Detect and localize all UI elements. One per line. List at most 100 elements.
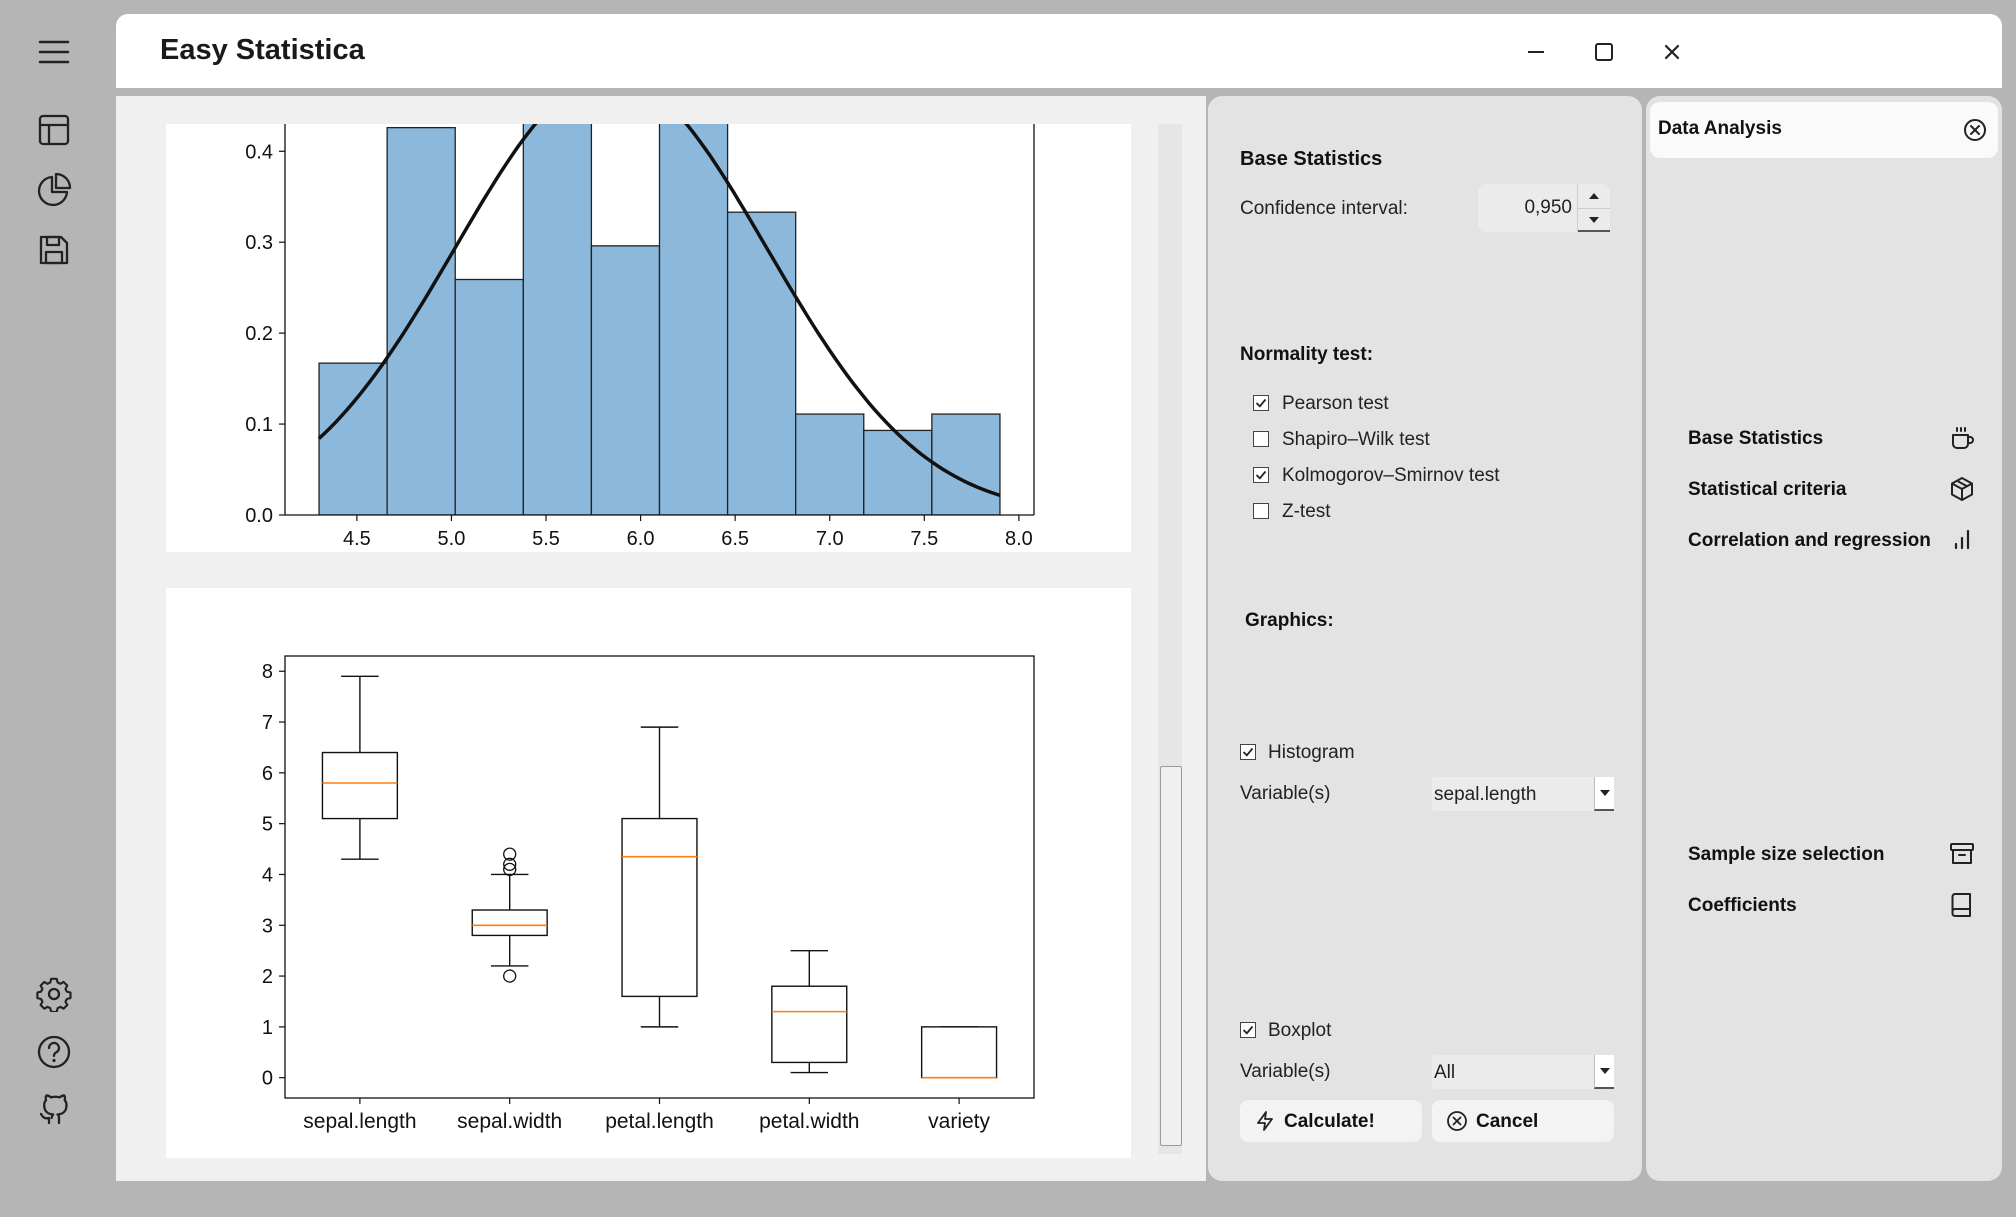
histogram-bar: [318, 362, 388, 515]
z-test-label: Z-test: [1282, 501, 1331, 522]
help-icon[interactable]: [32, 1030, 76, 1074]
menu-item-label: Coefficients: [1688, 895, 1797, 916]
histogram-variable-label: Variable(s): [1240, 783, 1331, 804]
spin-buttons: [1577, 184, 1610, 232]
cancel-button-label: Cancel: [1476, 1111, 1539, 1132]
bar-chart-icon: [1954, 529, 1970, 550]
github-icon[interactable]: [32, 1086, 76, 1130]
graphics-heading: Graphics:: [1245, 610, 1334, 631]
y-tick-label: 2: [262, 966, 273, 988]
x-tick-label: 5.5: [532, 528, 560, 550]
y-tick-label: 3: [262, 915, 273, 937]
boxplot-checkbox[interactable]: [1240, 1022, 1256, 1038]
menu-item-base-statistics[interactable]: Base Statistics: [1688, 420, 1988, 456]
histogram-bar: [726, 211, 797, 515]
normality-test-heading: Normality test:: [1240, 344, 1374, 365]
shapiro-wilk-test-label: Shapiro–Wilk test: [1282, 429, 1430, 450]
results-area[interactable]: 4.5 5.0 5.5 6.0 6.5 7.0 7.5 8.0 0.0 0.1 0.2 0.3 0.4 …: [116, 96, 1206, 1181]
outlier-point: [503, 969, 517, 983]
menu-item-correlation-and-regression[interactable]: Correlation and regression: [1688, 522, 1988, 558]
gear-icon[interactable]: [32, 972, 76, 1016]
checkmark-icon: [1242, 1025, 1254, 1035]
x-tick-label: sepal.width: [457, 1110, 562, 1133]
menu-item-coefficients[interactable]: Coefficients: [1688, 887, 1988, 923]
boxplot-variable-value: All: [1434, 1062, 1456, 1083]
histogram-variable-value: sepal.length: [1434, 784, 1537, 805]
data-analysis-panel: Data Analysis Base Statistics Statistica…: [1646, 96, 2002, 1181]
pearson-test-checkbox[interactable]: [1253, 395, 1269, 411]
cancel-button[interactable]: Cancel: [1432, 1100, 1614, 1142]
boxplot-card: sepal.length sepal.width petal.length petal…: [166, 588, 1131, 1158]
outlier-point: [503, 847, 517, 861]
boxplot-chart: sepal.length sepal.width petal.length petal…: [262, 655, 1035, 1133]
title-bar: Easy Statistica: [116, 14, 2002, 88]
confidence-interval-value: 0,950: [1524, 197, 1572, 218]
box: [920, 1026, 998, 1079]
y-tick-label: 6: [262, 763, 273, 785]
histogram-bar: [522, 124, 593, 515]
kolmogorov-smirnov-test-label: Kolmogorov–Smirnov test: [1282, 465, 1500, 486]
calculate-button[interactable]: Calculate!: [1240, 1100, 1422, 1142]
histogram-bar: [863, 429, 933, 515]
x-tick-label: 7.0: [816, 528, 844, 550]
y-tick-label: 0.1: [245, 414, 273, 436]
hamburger-menu-icon[interactable]: [32, 30, 76, 74]
cancel-circle-icon: [1447, 1111, 1467, 1131]
chevron-down-icon[interactable]: [1594, 1055, 1614, 1089]
box: [471, 909, 548, 937]
histogram-checkbox[interactable]: [1240, 744, 1256, 760]
x-tick-label: 8.0: [1005, 528, 1033, 550]
z-test-checkbox[interactable]: [1253, 503, 1269, 519]
y-tick-label: 0.0: [245, 505, 273, 527]
x-tick-label: variety: [928, 1110, 990, 1133]
x-tick-label: 7.5: [910, 528, 938, 550]
table-icon[interactable]: [32, 108, 76, 152]
kolmogorov-smirnov-test-checkbox[interactable]: [1253, 467, 1269, 483]
menu-item-sample-size-selection[interactable]: Sample size selection: [1688, 836, 1988, 872]
minimize-button[interactable]: [1516, 32, 1556, 72]
spin-up-button[interactable]: [1578, 184, 1610, 208]
x-tick-label: petal.width: [759, 1110, 859, 1133]
close-panel-icon[interactable]: [1962, 117, 1988, 143]
density-curve: [317, 124, 1001, 498]
pearson-test-label: Pearson test: [1282, 393, 1389, 414]
shapiro-wilk-test-checkbox[interactable]: [1253, 431, 1269, 447]
lightning-icon: [1257, 1111, 1273, 1131]
histogram-variable-select[interactable]: sepal.length: [1432, 777, 1614, 811]
pie-chart-icon[interactable]: [32, 168, 76, 212]
maximize-button[interactable]: [1584, 32, 1624, 72]
checkmark-icon: [1255, 398, 1267, 408]
histogram-plot-area: [317, 124, 1001, 515]
x-tick-label: petal.length: [605, 1110, 714, 1133]
save-icon[interactable]: [32, 228, 76, 272]
boxplot-label: Boxplot: [1268, 1020, 1332, 1041]
chevron-down-icon[interactable]: [1594, 777, 1614, 811]
y-tick-label: 0.2: [245, 323, 273, 345]
y-tick-label: 0.3: [245, 232, 273, 254]
outlier-point: [503, 857, 517, 871]
y-tick-label: 0: [262, 1068, 273, 1090]
confidence-interval-spinbox[interactable]: 0,950: [1478, 184, 1610, 232]
histogram-bar: [795, 413, 865, 515]
close-button[interactable]: [1652, 32, 1692, 72]
coffee-cup-icon: [1952, 427, 1974, 449]
book-icon: [1951, 893, 1971, 917]
y-tick-label: 5: [262, 814, 273, 836]
y-tick-label: 8: [262, 661, 273, 683]
app-title: Easy Statistica: [160, 34, 365, 66]
outlier-point: [503, 862, 517, 877]
archive-box-icon: [1950, 843, 1974, 864]
y-tick-label: 1: [262, 1017, 273, 1039]
scrollbar-thumb[interactable]: [1160, 766, 1182, 1146]
histogram-bar: [386, 126, 456, 515]
histogram-bar: [931, 413, 1001, 515]
menu-item-statistical-criteria[interactable]: Statistical criteria: [1688, 471, 1988, 507]
x-tick-label: 6.0: [627, 528, 655, 550]
spin-down-button[interactable]: [1578, 208, 1610, 232]
settings-panel: Base Statistics Confidence interval: 0,9…: [1208, 96, 1642, 1181]
menu-item-label: Base Statistics: [1688, 428, 1824, 449]
y-tick-label: 7: [262, 712, 273, 734]
boxplot-variable-select[interactable]: All: [1432, 1055, 1614, 1089]
histogram-bar: [590, 245, 661, 515]
histogram-card: 4.5 5.0 5.5 6.0 6.5 7.0 7.5 8.0 0.0 0.1 0.2 0.3 0.4: [166, 124, 1131, 552]
